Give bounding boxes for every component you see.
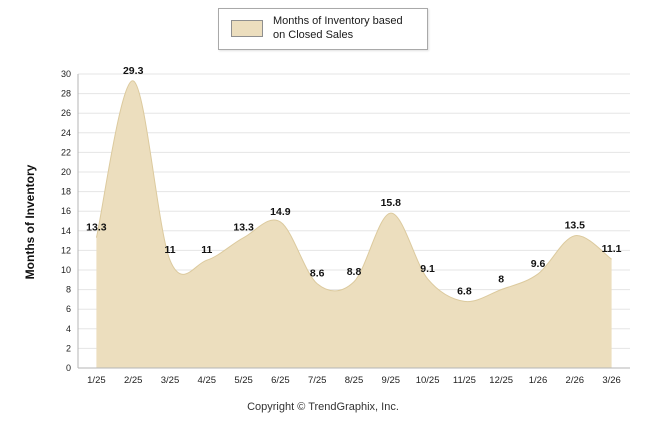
svg-text:8: 8 (498, 274, 504, 286)
svg-text:6.8: 6.8 (457, 285, 472, 297)
svg-text:15.8: 15.8 (381, 197, 402, 209)
svg-text:11/25: 11/25 (453, 375, 476, 386)
svg-text:5/25: 5/25 (234, 375, 253, 386)
svg-text:1/26: 1/26 (529, 375, 548, 386)
legend-label: Months of Inventory based on Closed Sale… (273, 15, 403, 41)
legend-swatch-icon (231, 20, 263, 38)
svg-text:22: 22 (61, 147, 71, 157)
svg-text:7/25: 7/25 (308, 375, 327, 386)
svg-text:11: 11 (201, 244, 212, 256)
svg-text:18: 18 (61, 187, 71, 197)
area-series (95, 80, 612, 368)
svg-text:9.6: 9.6 (531, 258, 546, 270)
svg-text:11: 11 (164, 244, 175, 256)
svg-text:14: 14 (61, 226, 71, 236)
svg-text:2: 2 (66, 343, 71, 353)
svg-text:2/25: 2/25 (124, 375, 143, 386)
svg-text:9.1: 9.1 (420, 263, 435, 275)
svg-text:12: 12 (61, 245, 71, 255)
svg-text:10: 10 (61, 265, 71, 275)
axes (77, 74, 630, 369)
svg-text:24: 24 (61, 128, 71, 138)
svg-text:4: 4 (66, 324, 71, 334)
svg-text:8/25: 8/25 (345, 375, 364, 386)
svg-text:0: 0 (66, 363, 71, 373)
value-labels: 13.3 29.3 11 11 13.3 14.9 8.6 8.8 15.8 9.1 6.8 8 9.6… (86, 65, 622, 297)
svg-text:1/25: 1/25 (87, 375, 106, 386)
svg-text:10/25: 10/25 (416, 375, 440, 386)
svg-text:8.6: 8.6 (310, 268, 325, 280)
svg-text:13.5: 13.5 (565, 220, 586, 232)
svg-text:9/25: 9/25 (382, 375, 401, 386)
svg-text:11.1: 11.1 (602, 243, 622, 255)
svg-text:8: 8 (66, 285, 71, 295)
svg-text:8.8: 8.8 (347, 266, 362, 278)
svg-text:4/25: 4/25 (198, 375, 217, 386)
svg-text:2/26: 2/26 (566, 375, 585, 386)
svg-text:28: 28 (61, 89, 71, 99)
y-gridlines (78, 73, 630, 349)
x-tick-labels: 1/25 2/25 3/25 4/25 5/25 6/25 7/25 8/25 9/25 10/2… (87, 375, 621, 386)
svg-text:29.3: 29.3 (123, 65, 144, 77)
svg-text:26: 26 (61, 108, 71, 118)
chart-legend: Months of Inventory based on Closed Sale… (218, 8, 428, 50)
svg-text:13.3: 13.3 (86, 222, 107, 234)
svg-text:6: 6 (66, 304, 71, 314)
svg-text:16: 16 (61, 206, 71, 216)
svg-text:3/26: 3/26 (602, 375, 621, 386)
copyright-text: Copyright © TrendGraphix, Inc. (247, 401, 399, 413)
svg-text:3/25: 3/25 (161, 375, 180, 386)
svg-text:14.9: 14.9 (270, 206, 291, 218)
svg-text:12/25: 12/25 (489, 375, 513, 386)
svg-text:20: 20 (61, 167, 71, 177)
svg-text:6/25: 6/25 (271, 375, 290, 386)
svg-text:30: 30 (61, 69, 71, 79)
svg-text:13.3: 13.3 (233, 222, 254, 234)
